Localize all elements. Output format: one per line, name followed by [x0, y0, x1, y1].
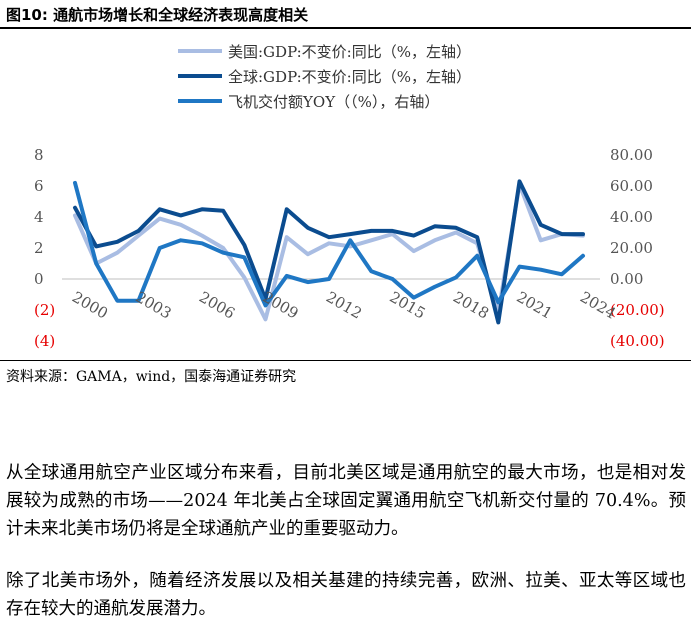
x-tick-label: 2024 — [577, 288, 619, 323]
right-tick-label: (20.00) — [610, 301, 665, 319]
line-chart: 美国:GDP:不变价:同比（%，左轴） 全球:GDP:不变价:同比（%，左轴） 飞机… — [34, 43, 665, 350]
left-tick-label: 4 — [34, 208, 44, 226]
left-tick-label: 0 — [34, 270, 44, 288]
chart-series — [73, 179, 585, 325]
right-tick-label: 0.00 — [610, 270, 643, 288]
x-tick-label: 2021 — [514, 288, 556, 323]
source-rule — [0, 360, 691, 361]
source-note: 资料来源：GAMA，wind，国泰海通证券研究 — [6, 369, 297, 385]
figure-title: 图10: 通航市场增长和全球经济表现高度相关 — [6, 6, 309, 24]
body-paragraph-2: 除了北美市场外，随着经济发展以及相关基建的持续完善，欧洲、拉美、亚太等区域也存在… — [6, 571, 686, 619]
chart-legend: 美国:GDP:不变价:同比（%，左轴） 全球:GDP:不变价:同比（%，左轴） 飞机… — [178, 43, 471, 111]
series-line — [73, 180, 585, 308]
x-tick-label: 2006 — [196, 288, 238, 323]
legend-label: 飞机交付额YOY（（%），右轴） — [228, 93, 439, 111]
right-tick-label: (40.00) — [610, 332, 665, 350]
x-axis-ticks: 2000 2003 2006 2009 2012 2015 2018 2021 2024 — [69, 288, 619, 323]
x-tick-label: 2018 — [450, 288, 492, 323]
left-tick-label: 6 — [34, 177, 44, 195]
left-tick-label: (2) — [34, 301, 55, 319]
left-tick-label: (4) — [34, 332, 55, 350]
right-tick-label: 40.00 — [610, 208, 653, 226]
left-axis-ticks: 8 6 4 2 0 (2) (4) — [34, 146, 55, 350]
title-rule — [0, 27, 691, 29]
x-tick-label: 2000 — [69, 288, 111, 323]
right-tick-label: 20.00 — [610, 239, 653, 257]
legend-label: 全球:GDP:不变价:同比（%，左轴） — [228, 68, 471, 86]
legend-label: 美国:GDP:不变价:同比（%，左轴） — [228, 43, 471, 61]
left-tick-label: 8 — [34, 146, 44, 164]
x-tick-label: 2003 — [133, 288, 175, 323]
left-tick-label: 2 — [34, 239, 44, 257]
x-tick-label: 2012 — [323, 288, 365, 323]
series-line — [73, 179, 585, 325]
right-axis-ticks: 80.00 60.00 40.00 20.00 0.00 (20.00) (40.00) — [610, 146, 665, 350]
right-tick-label: 80.00 — [610, 146, 653, 164]
body-paragraph-1: 从全球通用航空产业区域分布来看，目前北美区域是通用航空的最大市场，也是相对发展较… — [6, 463, 686, 539]
right-tick-label: 60.00 — [610, 177, 653, 195]
